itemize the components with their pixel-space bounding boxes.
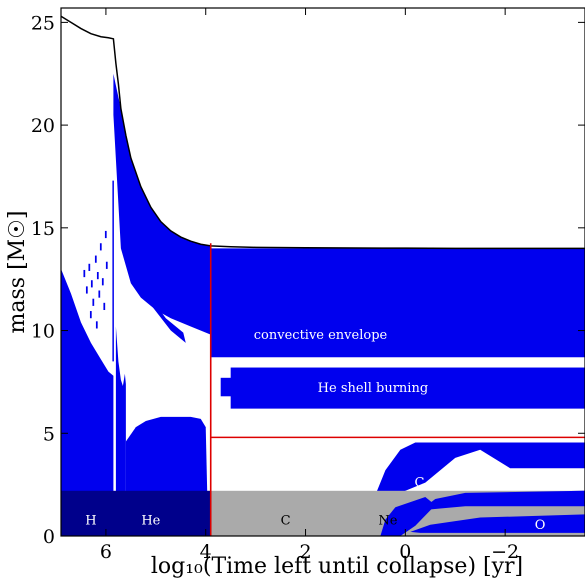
overlay-labels: convective envelope He shell burning C she… xyxy=(85,243,585,536)
convection-patch xyxy=(105,261,108,269)
x-tick-label: 6 xyxy=(100,541,112,563)
convection-patch xyxy=(98,290,101,298)
convection-strip xyxy=(150,297,186,343)
convection-patch xyxy=(101,278,104,286)
convective-envelope-region xyxy=(210,248,585,358)
convection-patch xyxy=(104,230,107,239)
phase-label-h: H xyxy=(85,514,96,529)
c-shell-burning-label: C shell burning xyxy=(415,476,516,491)
x-tick-label: −2 xyxy=(491,541,519,563)
outer-convection-zone xyxy=(113,73,211,335)
convection-patch xyxy=(99,243,102,251)
y-tick-label: 5 xyxy=(43,423,55,445)
y-tick-label: 15 xyxy=(31,218,55,240)
x-tick-label: 2 xyxy=(299,541,311,563)
ne-burning-region xyxy=(380,496,436,536)
phase-label-c: C xyxy=(281,514,291,529)
convection-patch xyxy=(95,321,98,329)
convection-patch xyxy=(88,263,91,271)
c-shell-burning-inner xyxy=(420,490,585,511)
h-core-convection xyxy=(61,268,114,536)
phase-label-he: He xyxy=(141,514,160,529)
he-shell-burning-label: He shell burning xyxy=(318,381,428,396)
o-burning-region xyxy=(410,514,585,533)
plot-area xyxy=(61,15,585,536)
convection-patch xyxy=(85,286,88,294)
y-tick-label: 20 xyxy=(31,115,55,137)
total-mass-line xyxy=(61,15,585,250)
y-tick-label: 0 xyxy=(43,526,55,548)
convection-strip xyxy=(145,285,151,292)
y-tick-label: 10 xyxy=(31,321,55,343)
convection-patch xyxy=(103,302,106,311)
convection-patch xyxy=(89,311,92,319)
x-axis-title: log₁₀(Time left until collapse) [yr] xyxy=(151,554,523,579)
convection-patch xyxy=(90,280,93,288)
he-shell-burning-step xyxy=(233,369,276,376)
convection-spike xyxy=(112,180,114,362)
y-axis-title: mass [M☉] xyxy=(5,211,30,334)
convection-patch xyxy=(92,298,95,306)
convection-patch xyxy=(96,272,99,280)
plot-frame xyxy=(60,7,585,537)
x-tick-label: 0 xyxy=(399,541,411,563)
phase-label-o: O xyxy=(535,518,546,533)
y-tick-label: 25 xyxy=(31,12,55,34)
convective-envelope-label: convective envelope xyxy=(254,328,388,343)
he-core-convection xyxy=(115,326,126,536)
convection-patch xyxy=(94,255,97,263)
burning-phase-band-left xyxy=(61,490,211,536)
c-shell-burning-region xyxy=(375,442,585,495)
phase-label-ne: Ne xyxy=(378,514,397,529)
he-shell-burning-step xyxy=(220,377,241,397)
x-tick-label: 4 xyxy=(200,541,212,563)
convection-patch xyxy=(83,269,86,278)
he-shell-burning-region xyxy=(230,367,585,409)
